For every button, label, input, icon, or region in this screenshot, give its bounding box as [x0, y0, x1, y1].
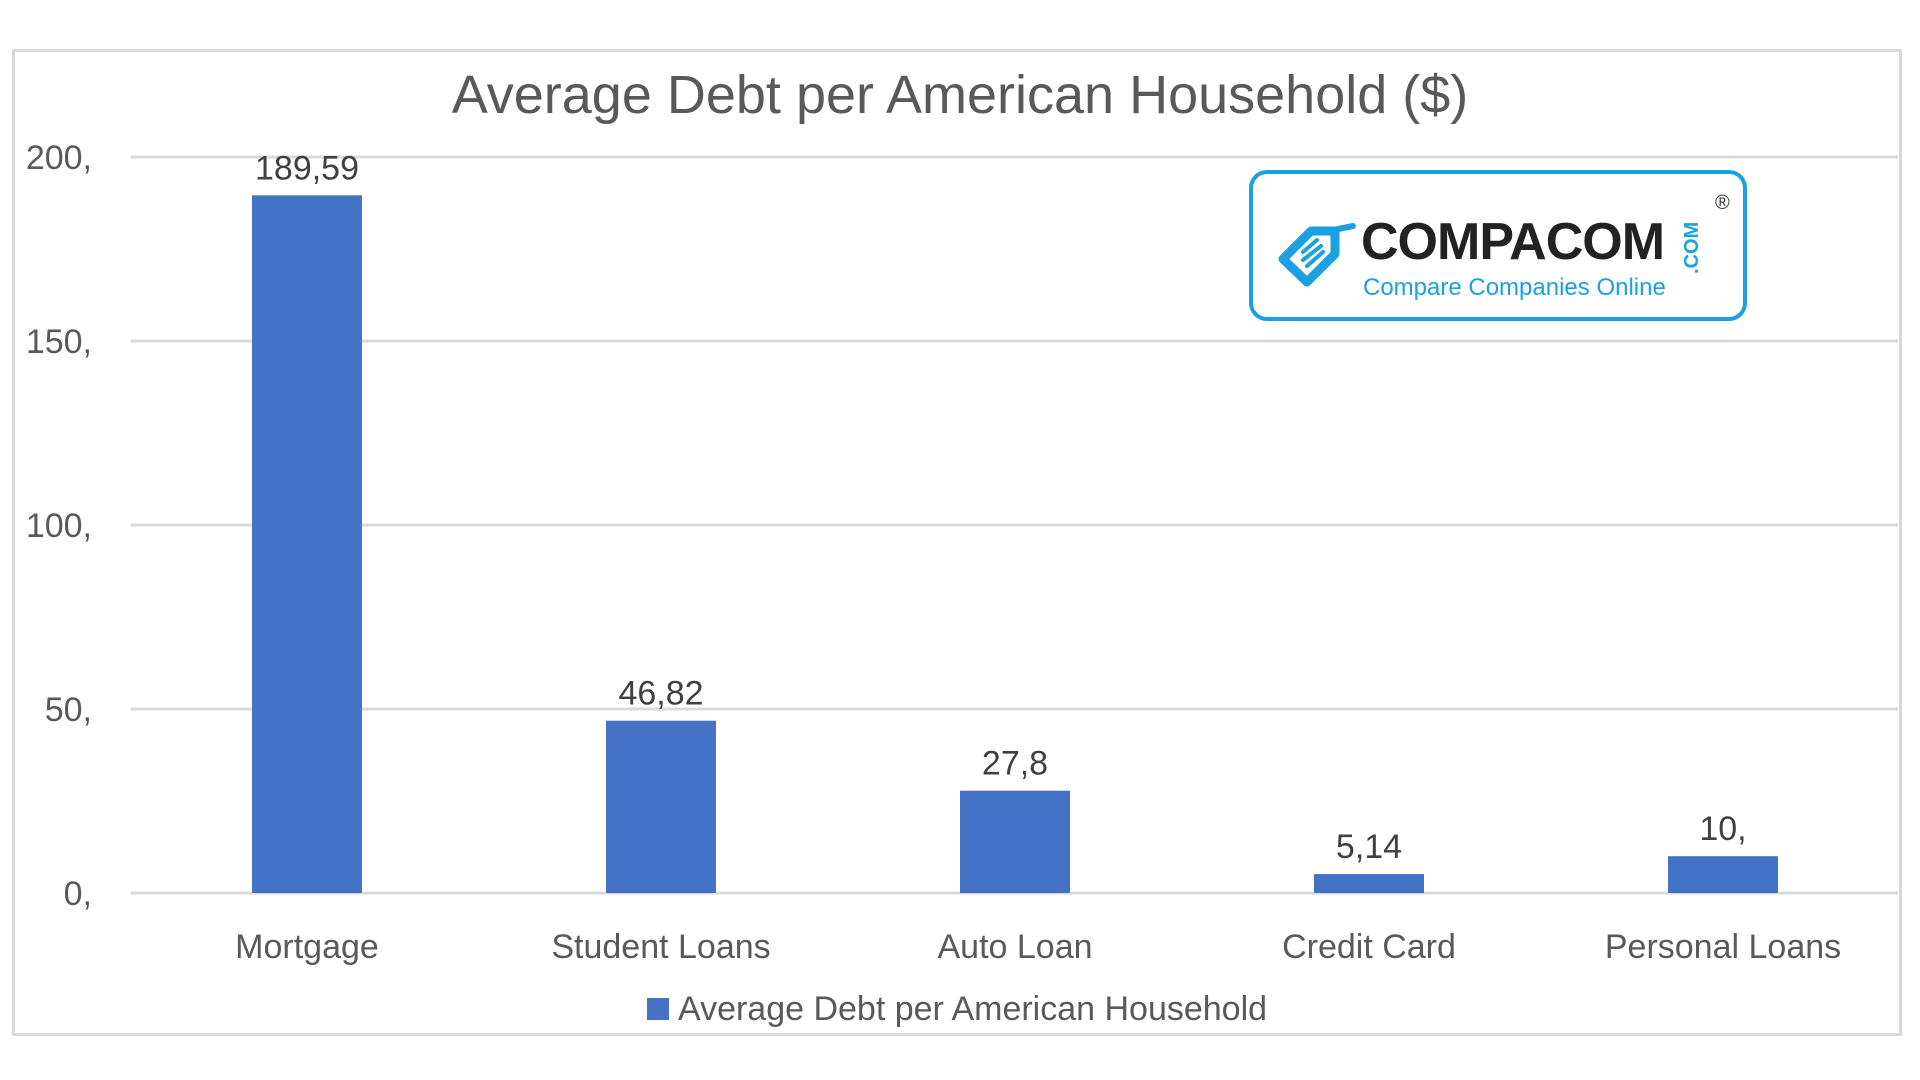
logo-brand: COMPACOM — [1361, 213, 1665, 271]
legend-label: Average Debt per American Household — [678, 990, 1267, 1028]
bar-student-loans — [606, 720, 716, 893]
x-tick-label: Student Loans — [551, 928, 770, 966]
logo-tagline: Compare Companies Online — [1363, 274, 1666, 301]
logo-registered: ® — [1715, 192, 1730, 214]
x-tick-label: Auto Loan — [937, 928, 1092, 966]
chart-frame — [12, 49, 1902, 1036]
legend-swatch — [647, 998, 669, 1020]
data-label: 46,82 — [618, 675, 703, 713]
bar-credit-card — [1314, 874, 1424, 893]
data-label: 10, — [1699, 810, 1746, 848]
compacom-logo: COMPACOM Compare Companies Online .COM ® — [1249, 170, 1747, 321]
bar-personal-loans — [1668, 856, 1778, 893]
data-label: 27,8 — [982, 745, 1048, 783]
y-tick-label: 50, — [45, 691, 92, 729]
x-tick-label: Credit Card — [1282, 928, 1456, 966]
data-label: 5,14 — [1336, 828, 1402, 866]
logo-suffix: .COM — [1681, 221, 1703, 274]
x-tick-label: Personal Loans — [1605, 928, 1841, 966]
chart-title: Average Debt per American Household ($) — [451, 65, 1469, 125]
bar-mortgage — [252, 195, 362, 893]
data-label: 189,59 — [255, 149, 359, 187]
bar-auto-loan — [960, 790, 1070, 893]
y-tick-label: 200, — [26, 139, 92, 177]
y-tick-label: 0, — [64, 875, 92, 913]
x-tick-label: Mortgage — [235, 928, 379, 966]
y-tick-label: 150, — [26, 323, 92, 361]
y-tick-label: 100, — [26, 507, 92, 545]
price-tag-icon — [1278, 223, 1356, 287]
